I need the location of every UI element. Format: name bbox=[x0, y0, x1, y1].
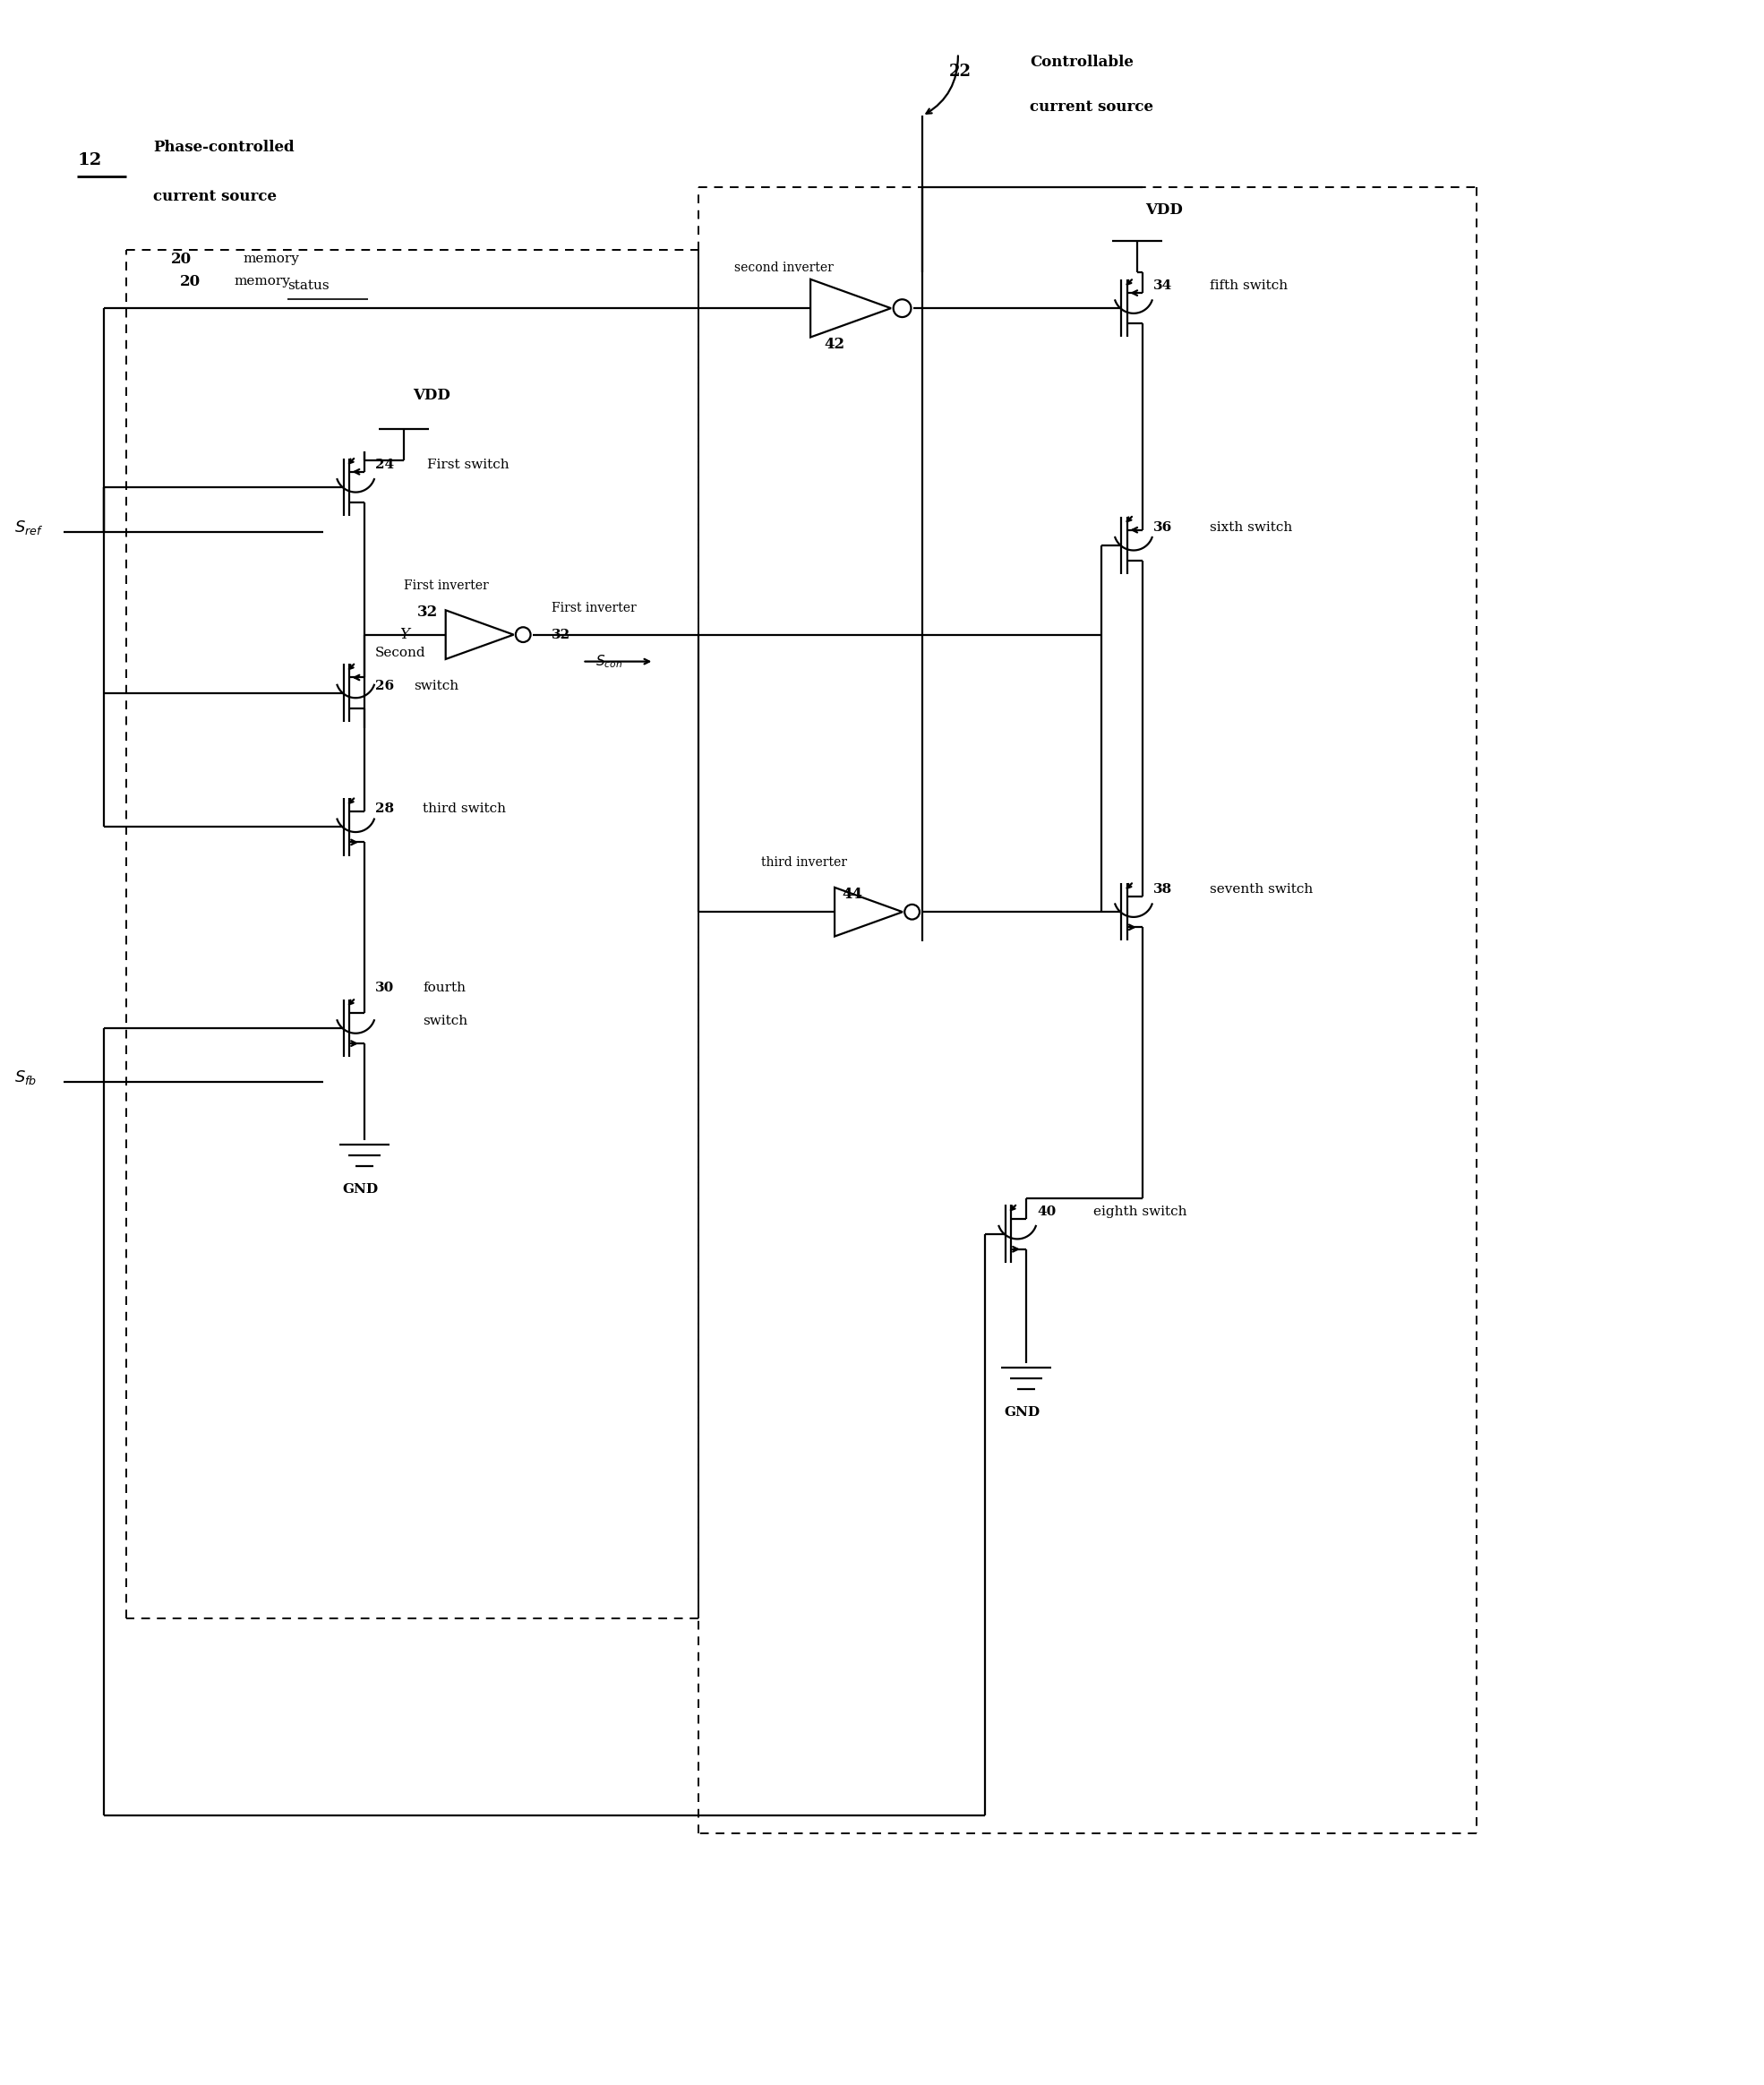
Text: 32: 32 bbox=[550, 628, 570, 640]
Text: fourth: fourth bbox=[423, 982, 466, 995]
Text: 36: 36 bbox=[1154, 521, 1173, 534]
Text: second inverter: second inverter bbox=[734, 263, 834, 275]
Text: GND: GND bbox=[342, 1182, 377, 1195]
Text: switch: switch bbox=[423, 1015, 467, 1028]
Text: 40: 40 bbox=[1037, 1205, 1057, 1218]
Text: third inverter: third inverter bbox=[762, 857, 847, 869]
Text: 38: 38 bbox=[1154, 884, 1173, 897]
Text: 12: 12 bbox=[78, 152, 102, 169]
Text: 26: 26 bbox=[376, 680, 393, 692]
Text: 20: 20 bbox=[171, 252, 192, 267]
Text: current source: current source bbox=[153, 190, 277, 204]
Text: First inverter: First inverter bbox=[550, 603, 637, 615]
Text: Phase-controlled: Phase-controlled bbox=[153, 140, 295, 154]
Text: 32: 32 bbox=[416, 605, 437, 619]
Text: 28: 28 bbox=[376, 803, 393, 815]
Text: First switch: First switch bbox=[427, 459, 510, 471]
Text: eighth switch: eighth switch bbox=[1094, 1205, 1187, 1218]
Text: First inverter: First inverter bbox=[404, 580, 489, 592]
Text: memory: memory bbox=[233, 275, 289, 288]
Text: 24: 24 bbox=[376, 459, 393, 471]
Text: Second: Second bbox=[376, 646, 427, 659]
Text: memory: memory bbox=[243, 252, 298, 265]
Text: GND: GND bbox=[1004, 1407, 1039, 1420]
Text: 34: 34 bbox=[1154, 279, 1173, 292]
Text: Y: Y bbox=[399, 628, 409, 642]
Text: $S_{ref}$: $S_{ref}$ bbox=[14, 519, 44, 536]
Text: sixth switch: sixth switch bbox=[1210, 521, 1293, 534]
Text: 30: 30 bbox=[376, 982, 395, 995]
Text: third switch: third switch bbox=[423, 803, 506, 815]
Text: fifth switch: fifth switch bbox=[1210, 279, 1288, 292]
Text: $S_{con}$: $S_{con}$ bbox=[596, 653, 623, 669]
Text: status: status bbox=[288, 279, 330, 292]
Text: 42: 42 bbox=[824, 336, 845, 352]
Text: switch: switch bbox=[415, 680, 459, 692]
Text: Controllable: Controllable bbox=[1030, 54, 1132, 71]
Text: $S_{fb}$: $S_{fb}$ bbox=[14, 1068, 37, 1086]
Text: VDD: VDD bbox=[1147, 202, 1184, 217]
Text: current source: current source bbox=[1030, 100, 1154, 115]
Text: 22: 22 bbox=[949, 63, 972, 79]
Text: 44: 44 bbox=[841, 886, 863, 901]
Text: seventh switch: seventh switch bbox=[1210, 884, 1312, 897]
Text: 20: 20 bbox=[180, 273, 201, 290]
Text: VDD: VDD bbox=[413, 388, 450, 402]
